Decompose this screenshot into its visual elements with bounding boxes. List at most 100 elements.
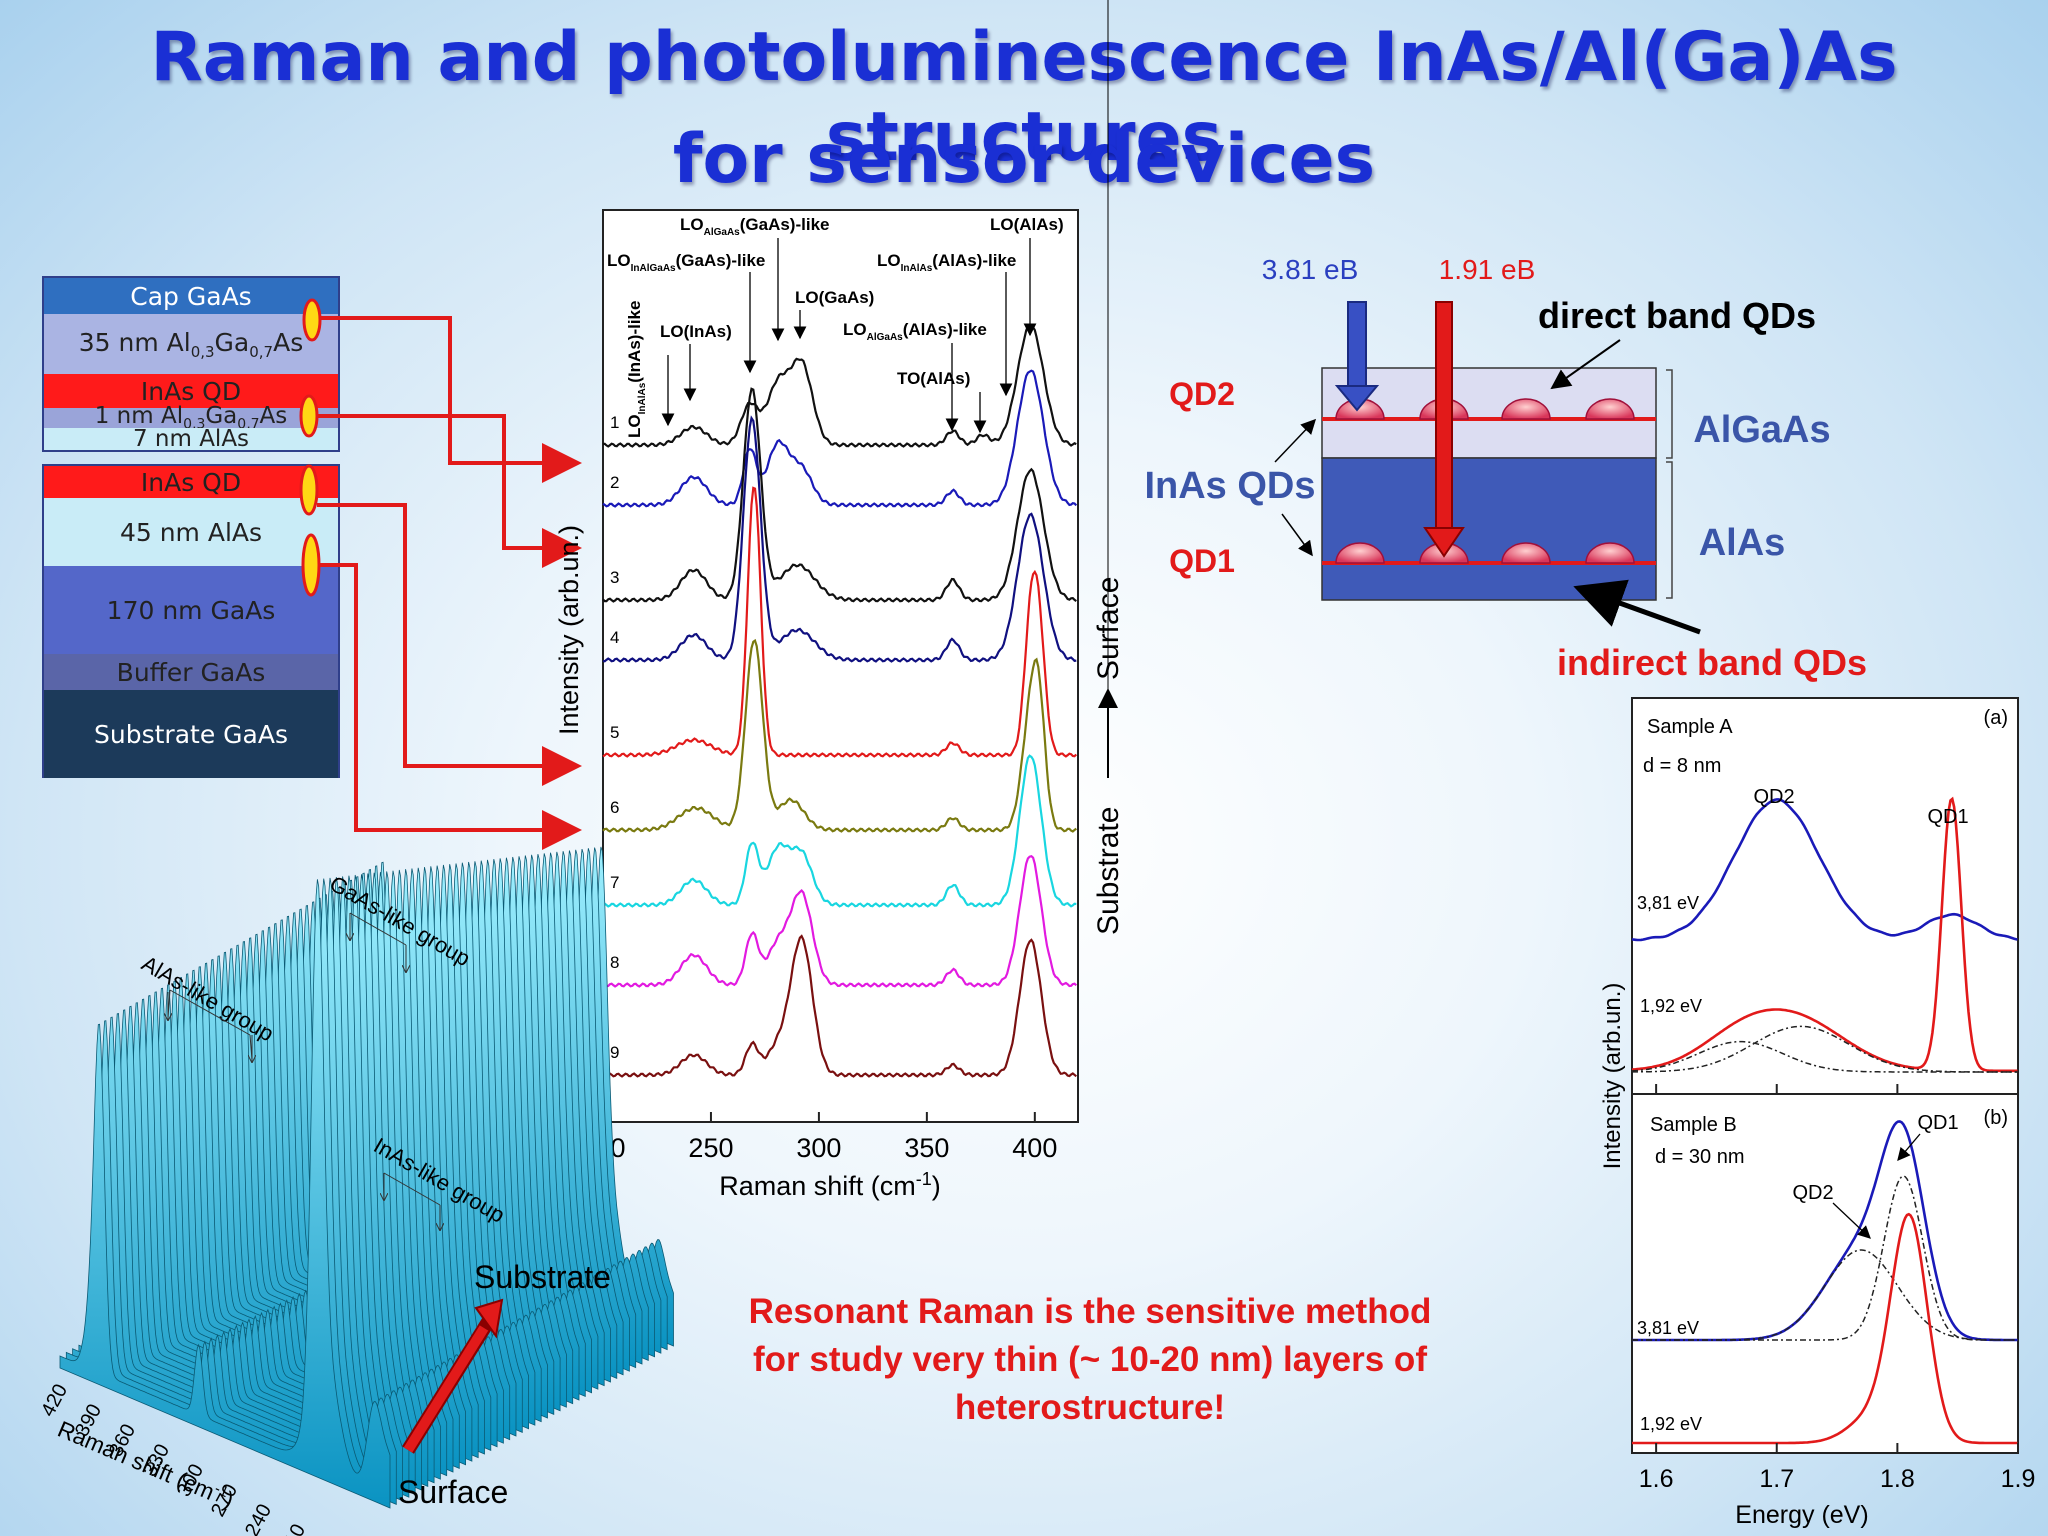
waterfall-direction-arrow-inner — [403, 1325, 489, 1453]
raman-tick-300: 300 — [796, 1133, 841, 1163]
layer-label: 170 nm GaAs — [106, 595, 276, 625]
t: InAlAs — [637, 382, 648, 414]
pl-b-e2: 1,92 eV — [1640, 1414, 1702, 1434]
schematic-bracket-algaas — [1666, 369, 1673, 459]
raman-curve-6 — [602, 638, 1077, 833]
layer-label: InAs QD — [140, 376, 242, 406]
t: As — [273, 327, 304, 357]
pl-a-qd1: QD1 — [1927, 806, 1968, 828]
label-alas: AlAs — [1699, 522, 1786, 564]
waterfall-tick-420: 420 — [37, 1381, 72, 1421]
pointer-inas-qd2 — [1274, 418, 1317, 463]
pl-frame — [1631, 697, 2019, 1454]
label-qd1: QD1 — [1169, 543, 1235, 579]
raman-side-substrate: Substrate — [1092, 807, 1125, 935]
t: AlGaAs — [867, 332, 904, 343]
pl-x-label: Energy (eV) — [1735, 1501, 1868, 1529]
layer-alas-45nm: 45 nm AlAs — [42, 498, 340, 566]
t: 0,7 — [249, 342, 274, 361]
t: LO — [625, 414, 644, 438]
pl-a-curve-1-92 — [1631, 796, 2018, 1073]
peak-lo-inalas-inas: LOInAlAs(InAs)-like — [625, 301, 648, 438]
schematic-qd-dots — [1335, 398, 1635, 564]
waterfall-direction-arrow-head — [474, 1298, 504, 1339]
pl-a-fit-qd2 — [1631, 1040, 2018, 1073]
t: LO — [680, 215, 704, 234]
peak-lo-inalas-alas: LOInAlAs(AlAs)-like — [877, 251, 1016, 274]
pl-b-qd2-pointer — [1832, 1202, 1871, 1239]
pl-charts: 1.6 1.7 1.8 1.9 Sample A d = 8 nm (a) QD2 Q… — [1599, 697, 2035, 1529]
raman-plot-frame — [602, 209, 1079, 1123]
raman-curve-label-5: 5 — [610, 723, 619, 742]
raman-curve-9 — [602, 934, 1078, 1078]
waterfall-tick-210: 210 — [275, 1521, 310, 1536]
pl-b-curve-1-92 — [1632, 1212, 2018, 1445]
raman-y-label: Intensity (arb.un.) — [554, 525, 584, 735]
excitation-arrow-blue-head — [1334, 385, 1380, 412]
qd-schematic: 3.81 eB 1.91 eB direct band QDs indirect… — [1144, 254, 1867, 683]
pl-b-fit-qd1 — [1632, 1175, 2018, 1341]
pl-y-label: Intensity (arb.un.) — [1599, 983, 1626, 1170]
t: Raman shift (cm — [719, 1171, 916, 1201]
pl-b-qd1: QD1 — [1917, 1112, 1958, 1134]
t: 35 nm Al — [78, 327, 191, 357]
waterfall-slice — [59, 879, 391, 1509]
pl-a-d: d = 8 nm — [1643, 755, 1721, 777]
marker-inas-qd-2 — [299, 464, 319, 516]
layer-algaas-1nm: 1 nm Al0,3Ga0,7As — [42, 403, 340, 433]
raman-curve-label-2: 2 — [610, 473, 619, 492]
label-algaas: AlGaAs — [1693, 409, 1830, 451]
peak-lo-algaas-gaas: LOAlGaAs(GaAs)-like — [680, 215, 829, 238]
waterfall-group-pointers — [168, 912, 440, 1230]
layer-inas-qd-2: InAs QD — [42, 464, 340, 498]
peak-lo-inalgaas: LOInAlGaAs(GaAs)-like — [607, 251, 765, 274]
waterfall-substrate: Substrate — [474, 1259, 611, 1295]
layer-label: InAs QD — [140, 467, 242, 497]
connector-arrows — [317, 316, 582, 850]
layer-alas-7nm: 7 nm AlAs — [42, 426, 340, 452]
marker-algaas — [302, 298, 322, 342]
label-direct-band: direct band QDs — [1538, 295, 1816, 336]
t: LO — [877, 251, 901, 270]
raman-curve-5 — [602, 486, 1078, 758]
t: (GaAs)-like — [740, 215, 830, 234]
t: Ga — [205, 403, 238, 430]
raman-side-surface: Surface — [1092, 577, 1125, 680]
t: (GaAs)-like — [676, 251, 766, 270]
raman-curve-label-9: 9 — [610, 1043, 619, 1062]
qd-dot-lower — [1501, 542, 1551, 564]
t: (AlAs)-like — [903, 320, 987, 339]
qd-dot-lower — [1585, 542, 1635, 564]
excitation-energy-red: 1.91 eB — [1439, 254, 1536, 285]
marker-gaas — [301, 533, 321, 597]
pointer-inas-qd1 — [1281, 513, 1313, 557]
raman-curve-labels: 1 2 3 4 5 6 7 8 9 — [610, 413, 619, 1062]
pointer-direct — [1550, 339, 1621, 390]
raman-curve-3 — [602, 387, 1077, 603]
pl-curves — [1631, 796, 2018, 1445]
qd-dot-upper — [1585, 398, 1635, 420]
layer-label: 45 nm AlAs — [119, 517, 263, 547]
peak-lo-gaas: LO(GaAs) — [795, 288, 874, 307]
excitation-arrow-blue — [1347, 301, 1367, 389]
raman-curve-label-6: 6 — [610, 798, 619, 817]
waterfall-curves — [59, 846, 674, 1509]
t: LO — [843, 320, 867, 339]
qd-dot-upper — [1501, 398, 1551, 420]
pointer — [349, 912, 407, 946]
peak-lo-algaas-alas: LOAlGaAs(AlAs)-like — [843, 320, 987, 343]
t: AlGaAs — [704, 227, 741, 238]
connector-inas-qd-2 — [317, 503, 582, 786]
pl-b-sample: Sample B — [1650, 1114, 1737, 1136]
pl-a-tag: (a) — [1984, 707, 2008, 729]
pl-a-e2: 1,92 eV — [1640, 996, 1702, 1016]
raman-curve-2 — [602, 369, 1078, 508]
pl-x-ticks: 1.6 1.7 1.8 1.9 — [1639, 1084, 2035, 1493]
layer-cap-gaas: Cap GaAs — [42, 276, 340, 314]
raman-curve-8 — [602, 854, 1078, 988]
t: 1 nm Al — [94, 403, 184, 430]
pl-a-fit-qd2b — [1632, 1025, 2018, 1073]
title-line-1: Raman and photoluminescence InAs/Al(Ga)A… — [150, 18, 1898, 177]
